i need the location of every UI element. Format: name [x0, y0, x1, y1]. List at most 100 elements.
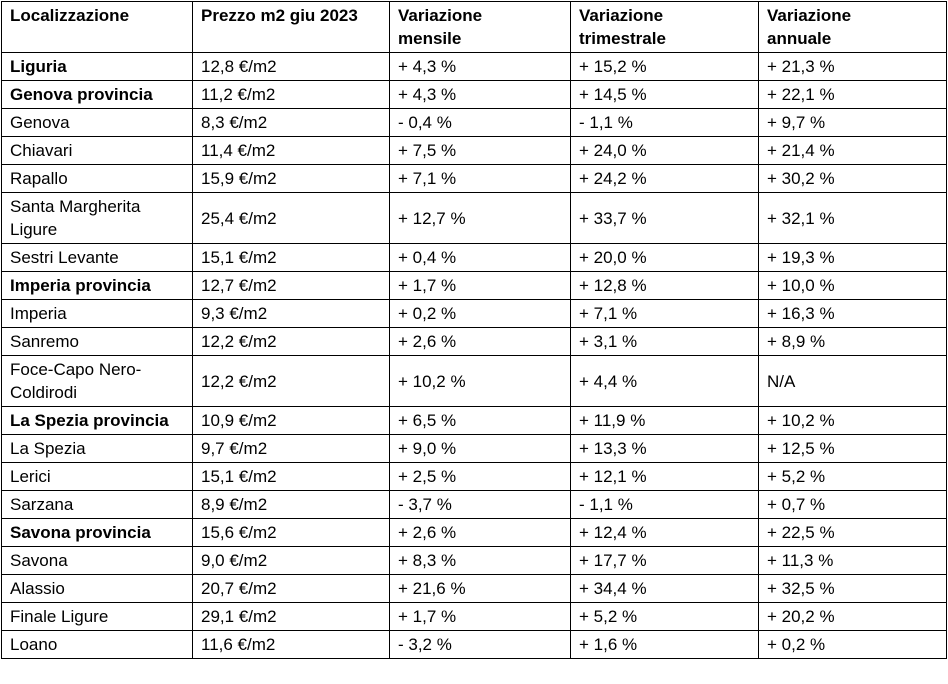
table-cell: + 3,1 % — [570, 327, 759, 356]
header-cell: Variazione annuale — [758, 1, 947, 53]
table-cell: La Spezia — [1, 434, 193, 463]
table-cell: + 8,3 % — [389, 546, 571, 575]
table-cell: + 19,3 % — [758, 243, 947, 272]
table-cell: + 16,3 % — [758, 299, 947, 328]
table-body: Liguria 12,8 €/m2 + 4,3 % + 15,2 % + 21,3 % G… — [1, 52, 947, 659]
table-cell: - 3,7 % — [389, 490, 571, 519]
table-cell: Sarzana — [1, 490, 193, 519]
table-cell: + 1,7 % — [389, 602, 571, 631]
table-row: Savona 9,0 €/m2 + 8,3 % + 17,7 % + 11,3 % — [1, 546, 947, 575]
table-cell: 12,8 €/m2 — [192, 52, 390, 81]
table-cell: + 20,0 % — [570, 243, 759, 272]
table-row: Chiavari 11,4 €/m2 + 7,5 % + 24,0 % + 21,4 % — [1, 136, 947, 165]
table-cell: Alassio — [1, 574, 193, 603]
table-cell: + 22,1 % — [758, 80, 947, 109]
table-cell: Lerici — [1, 462, 193, 491]
table-cell: + 22,5 % — [758, 518, 947, 547]
table-row: Liguria 12,8 €/m2 + 4,3 % + 15,2 % + 21,3 % — [1, 52, 947, 81]
table-cell: 12,2 €/m2 — [192, 327, 390, 356]
table-header: Localizzazione Prezzo m2 giu 2023 Variaz… — [1, 1, 947, 53]
table-cell: + 24,2 % — [570, 164, 759, 193]
table-cell: Sestri Levante — [1, 243, 193, 272]
table-cell: + 30,2 % — [758, 164, 947, 193]
table-cell: 9,3 €/m2 — [192, 299, 390, 328]
header-text: Variazione annuale — [767, 6, 852, 48]
table-cell: + 34,4 % — [570, 574, 759, 603]
table-cell: 10,9 €/m2 — [192, 406, 390, 435]
table-cell: 15,9 €/m2 — [192, 164, 390, 193]
table-cell: 12,7 €/m2 — [192, 271, 390, 300]
table-cell: Savona — [1, 546, 193, 575]
table-row: Foce-Capo Nero-Coldirodi 12,2 €/m2 + 10,2 … — [1, 355, 947, 407]
table-cell: + 21,4 % — [758, 136, 947, 165]
table-cell: Foce-Capo Nero-Coldirodi — [1, 355, 193, 407]
table-cell: + 4,4 % — [570, 355, 759, 407]
table-cell: 15,1 €/m2 — [192, 462, 390, 491]
table-cell: + 12,8 % — [570, 271, 759, 300]
table-row: Sarzana 8,9 €/m2- 3,7 % - 1,1 % + 0,7 % — [1, 490, 947, 519]
table-cell: 12,2 €/m2 — [192, 355, 390, 407]
table-cell: Chiavari — [1, 136, 193, 165]
table-cell: + 0,2 % — [758, 630, 947, 659]
table-cell: Finale Ligure — [1, 602, 193, 631]
table-cell: Liguria — [1, 52, 193, 81]
table-cell: + 24,0 % — [570, 136, 759, 165]
table-cell: Santa Margherita Ligure — [1, 192, 193, 244]
table-cell: + 2,6 % — [389, 327, 571, 356]
table-cell: Savona provincia — [1, 518, 193, 547]
table-cell: + 7,1 % — [389, 164, 571, 193]
table-cell: 15,1 €/m2 — [192, 243, 390, 272]
table-row: Genova provincia 11,2 €/m2 + 4,3 % + 14,5 %… — [1, 80, 947, 109]
table-cell: + 32,5 % — [758, 574, 947, 603]
table-row: Alassio 20,7 €/m2 + 21,6 % + 34,4 % + 32,5 % — [1, 574, 947, 603]
table-cell: + 32,1 % — [758, 192, 947, 244]
table-cell: + 8,9 % — [758, 327, 947, 356]
table-cell: 11,6 €/m2 — [192, 630, 390, 659]
table-cell: 15,6 €/m2 — [192, 518, 390, 547]
table-row: Imperia provincia 12,7 €/m2 + 1,7 % + 12,8 … — [1, 271, 947, 300]
table-cell: + 15,2 % — [570, 52, 759, 81]
table-cell: 9,0 €/m2 — [192, 546, 390, 575]
table-row: Santa Margherita Ligure 25,4 €/m2 + 12,7 %… — [1, 192, 947, 244]
header-cell: Prezzo m2 giu 2023 — [192, 1, 390, 53]
table-cell: + 13,3 % — [570, 434, 759, 463]
table-cell: + 2,5 % — [389, 462, 571, 491]
table-cell: + 0,7 % — [758, 490, 947, 519]
table-cell: Loano — [1, 630, 193, 659]
table-row: La Spezia provincia 10,9 €/m2 + 6,5 % + 11,… — [1, 406, 947, 435]
table-cell: + 0,4 % — [389, 243, 571, 272]
table-cell: + 9,7 % — [758, 108, 947, 137]
table-cell: + 33,7 % — [570, 192, 759, 244]
table-cell: + 5,2 % — [758, 462, 947, 491]
table-cell: + 12,4 % — [570, 518, 759, 547]
table-cell: + 12,1 % — [570, 462, 759, 491]
table-cell: + 4,3 % — [389, 52, 571, 81]
table-cell: + 7,5 % — [389, 136, 571, 165]
table-cell: + 6,5 % — [389, 406, 571, 435]
table-cell: + 4,3 % — [389, 80, 571, 109]
table-cell: + 20,2 % — [758, 602, 947, 631]
table-cell: + 9,0 % — [389, 434, 571, 463]
table-cell: Genova — [1, 108, 193, 137]
table-row: Finale Ligure 29,1 €/m2 + 1,7 % + 5,2 % + 20… — [1, 602, 947, 631]
table-cell: Imperia provincia — [1, 271, 193, 300]
table-cell: + 11,9 % — [570, 406, 759, 435]
table-cell: + 10,2 % — [389, 355, 571, 407]
table-cell: + 1,6 % — [570, 630, 759, 659]
table-cell: + 12,7 % — [389, 192, 571, 244]
table-cell: Sanremo — [1, 327, 193, 356]
table-cell: + 17,7 % — [570, 546, 759, 575]
table-row: Lerici 15,1 €/m2 + 2,5 % + 12,1 % + 5,2 % — [1, 462, 947, 491]
table-cell: N/A — [758, 355, 947, 407]
table-cell: + 21,3 % — [758, 52, 947, 81]
table-cell: + 1,7 % — [389, 271, 571, 300]
table-cell: - 3,2 % — [389, 630, 571, 659]
table-cell: + 21,6 % — [389, 574, 571, 603]
table-cell: 8,3 €/m2 — [192, 108, 390, 137]
table-cell: 25,4 €/m2 — [192, 192, 390, 244]
table-cell: + 10,0 % — [758, 271, 947, 300]
table-cell: + 5,2 % — [570, 602, 759, 631]
table-cell: + 12,5 % — [758, 434, 947, 463]
table-row: Rapallo 15,9 €/m2 + 7,1 % + 24,2 % + 30,2 % — [1, 164, 947, 193]
table-cell: Imperia — [1, 299, 193, 328]
